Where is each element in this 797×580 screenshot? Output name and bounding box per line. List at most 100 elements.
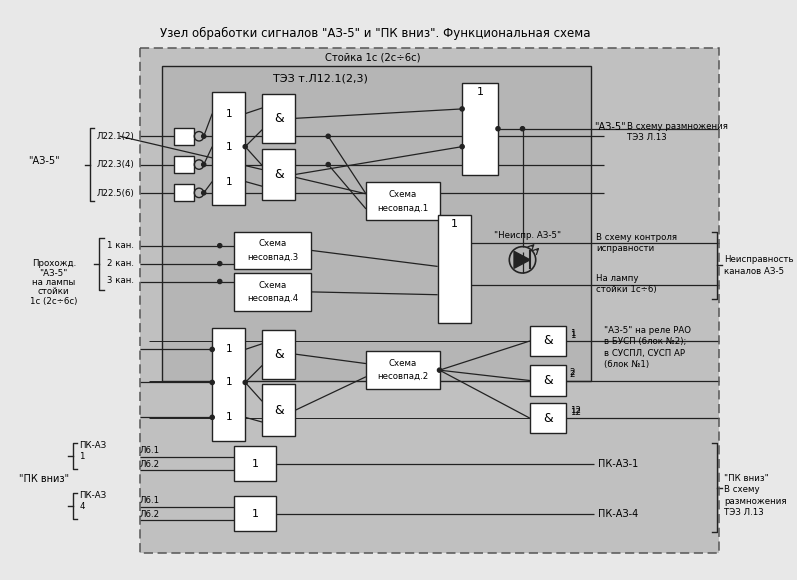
Text: Схема: Схема bbox=[389, 190, 417, 200]
Text: Л22.1(2): Л22.1(2) bbox=[96, 132, 134, 141]
Bar bbox=[530, 403, 566, 433]
Text: Схема: Схема bbox=[258, 240, 287, 248]
Circle shape bbox=[438, 368, 442, 372]
Text: ПК-АЗ-1: ПК-АЗ-1 bbox=[598, 459, 638, 469]
Bar bbox=[366, 351, 439, 389]
Text: 1: 1 bbox=[570, 331, 575, 340]
Text: 1: 1 bbox=[252, 459, 258, 469]
Text: на лампы: на лампы bbox=[32, 278, 76, 287]
Circle shape bbox=[210, 415, 214, 419]
Text: Л22.3(4): Л22.3(4) bbox=[96, 160, 134, 169]
Circle shape bbox=[243, 144, 247, 148]
Text: &: & bbox=[274, 112, 284, 125]
Text: Схема: Схема bbox=[389, 359, 417, 368]
Text: несовпад.1: несовпад.1 bbox=[377, 204, 428, 212]
Text: На лампу: На лампу bbox=[596, 274, 638, 283]
Bar bbox=[234, 231, 312, 269]
Text: 2 кан.: 2 кан. bbox=[107, 259, 134, 268]
Text: &: & bbox=[543, 374, 553, 387]
Circle shape bbox=[210, 380, 214, 385]
Text: стойки 1с÷6): стойки 1с÷6) bbox=[596, 285, 657, 295]
Circle shape bbox=[218, 280, 222, 284]
Text: 3 кан.: 3 кан. bbox=[107, 276, 134, 285]
Text: 4: 4 bbox=[79, 502, 84, 512]
Bar bbox=[438, 215, 471, 323]
Bar bbox=[530, 326, 566, 356]
Bar bbox=[462, 82, 498, 175]
Text: &: & bbox=[274, 404, 284, 417]
Circle shape bbox=[326, 162, 330, 166]
Circle shape bbox=[202, 191, 206, 195]
Text: 12: 12 bbox=[570, 406, 581, 415]
Text: 1: 1 bbox=[252, 509, 258, 519]
Circle shape bbox=[202, 134, 206, 139]
Text: 2: 2 bbox=[570, 368, 575, 378]
Circle shape bbox=[218, 262, 222, 266]
Text: &: & bbox=[274, 168, 284, 181]
Text: "Неиспр. АЗ-5": "Неиспр. АЗ-5" bbox=[493, 231, 561, 240]
Text: 2: 2 bbox=[570, 371, 575, 379]
Text: Схема: Схема bbox=[258, 281, 287, 290]
Circle shape bbox=[210, 347, 214, 351]
Text: "ПК вниз": "ПК вниз" bbox=[19, 474, 69, 484]
Text: несовпад.3: несовпад.3 bbox=[247, 252, 298, 262]
Text: Узел обработки сигналов "АЗ-5" и "ПК вниз". Функциональная схема: Узел обработки сигналов "АЗ-5" и "ПК вни… bbox=[160, 27, 591, 40]
Text: 1: 1 bbox=[226, 142, 232, 151]
Text: Стойка 1с (2с÷6с): Стойка 1с (2с÷6с) bbox=[325, 52, 420, 62]
Text: 1 кан.: 1 кан. bbox=[107, 241, 134, 250]
Circle shape bbox=[496, 126, 500, 131]
Bar bbox=[163, 66, 591, 382]
Circle shape bbox=[460, 144, 464, 148]
Text: Л22.5(6): Л22.5(6) bbox=[96, 189, 134, 198]
Text: 1: 1 bbox=[226, 412, 232, 422]
Text: ПК-АЗ-4: ПК-АЗ-4 bbox=[598, 509, 638, 519]
Bar bbox=[262, 329, 295, 379]
Text: &: & bbox=[543, 335, 553, 347]
Circle shape bbox=[326, 134, 330, 139]
Text: Л6.2: Л6.2 bbox=[139, 510, 159, 519]
Text: Прохожд.: Прохожд. bbox=[32, 259, 76, 268]
Circle shape bbox=[520, 126, 524, 131]
Text: размножения: размножения bbox=[724, 496, 787, 506]
Text: (блок №1): (блок №1) bbox=[603, 360, 649, 369]
Bar bbox=[234, 273, 312, 311]
Text: 1: 1 bbox=[226, 176, 232, 187]
Bar bbox=[366, 183, 439, 220]
Text: Л6.1: Л6.1 bbox=[139, 496, 159, 505]
Bar bbox=[262, 385, 295, 436]
Text: 1: 1 bbox=[226, 378, 232, 387]
Bar bbox=[719, 16, 752, 564]
Text: ТЭЗ Л.13: ТЭЗ Л.13 bbox=[627, 133, 667, 142]
Text: ПК-АЗ: ПК-АЗ bbox=[79, 491, 107, 500]
Text: ТЭЗ т.Л12.1(2,3): ТЭЗ т.Л12.1(2,3) bbox=[273, 73, 368, 83]
Polygon shape bbox=[514, 251, 530, 269]
Text: "АЗ-5": "АЗ-5" bbox=[29, 156, 60, 166]
Text: 1: 1 bbox=[477, 87, 484, 97]
Bar bbox=[262, 148, 295, 201]
Text: "ПК вниз": "ПК вниз" bbox=[724, 474, 769, 483]
Bar bbox=[212, 92, 245, 205]
Text: ТЭЗ Л.13: ТЭЗ Л.13 bbox=[724, 508, 764, 517]
Text: Л6.1: Л6.1 bbox=[139, 446, 159, 455]
Circle shape bbox=[202, 162, 206, 166]
Text: "АЗ-5" на реле РАО: "АЗ-5" на реле РАО bbox=[603, 326, 691, 335]
Bar bbox=[174, 156, 194, 173]
Text: в СУСПЛ, СУСП АР: в СУСПЛ, СУСП АР bbox=[603, 349, 685, 358]
Bar bbox=[530, 365, 566, 396]
Text: &: & bbox=[274, 347, 284, 361]
Bar bbox=[262, 94, 295, 143]
Text: стойки: стойки bbox=[38, 287, 69, 296]
Text: 12: 12 bbox=[570, 408, 581, 417]
Text: несовпад.4: несовпад.4 bbox=[247, 294, 298, 303]
Text: несовпад.2: несовпад.2 bbox=[377, 372, 428, 381]
Text: "АЗ-5": "АЗ-5" bbox=[40, 269, 68, 277]
Text: Неисправность: Неисправность bbox=[724, 255, 794, 264]
Circle shape bbox=[460, 107, 464, 111]
Text: "АЗ-5": "АЗ-5" bbox=[595, 122, 626, 132]
Text: В схему: В схему bbox=[724, 485, 760, 494]
Circle shape bbox=[218, 244, 222, 248]
Text: ПК-АЗ: ПК-АЗ bbox=[79, 441, 107, 450]
Bar bbox=[212, 328, 245, 441]
Bar bbox=[0, 16, 139, 564]
Text: 1: 1 bbox=[450, 219, 457, 229]
